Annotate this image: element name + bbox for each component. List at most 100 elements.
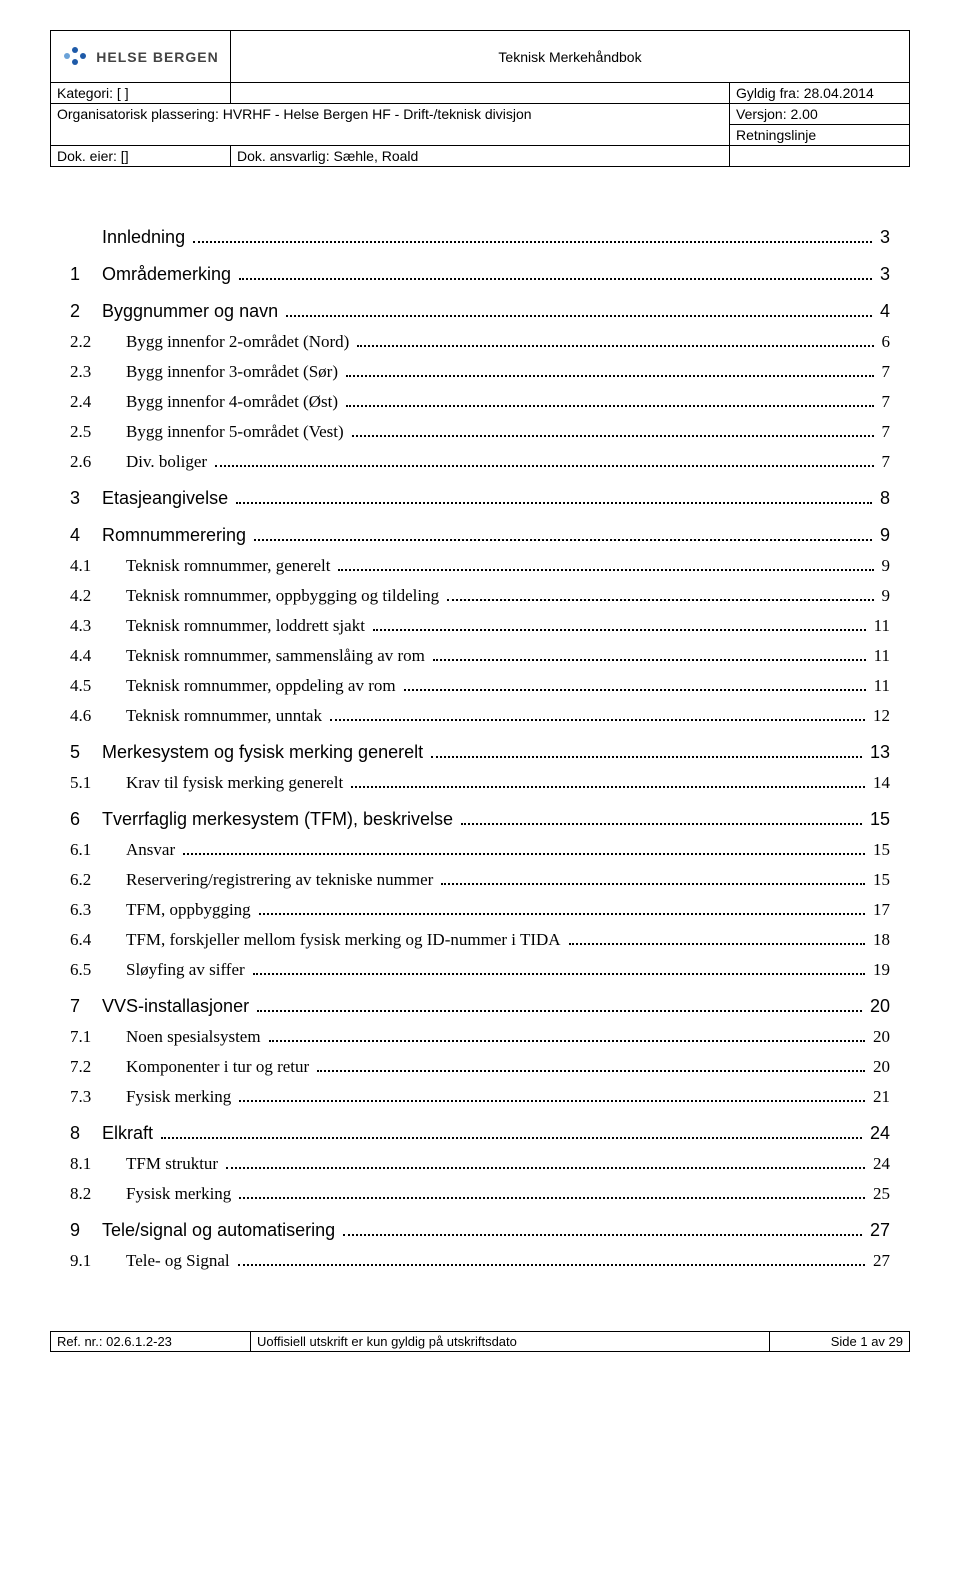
toc-number: 8.2 bbox=[70, 1184, 126, 1204]
toc-entry[interactable]: 6.5Sløyfing av siffer19 bbox=[70, 960, 890, 980]
toc-number: 8 bbox=[70, 1123, 102, 1144]
toc-label: Innledning bbox=[102, 227, 189, 248]
toc-entry[interactable]: 6.3TFM, oppbygging17 bbox=[70, 900, 890, 920]
toc-leader-dots bbox=[404, 677, 866, 691]
toc-page: 7 bbox=[878, 422, 891, 442]
toc-number: 4.6 bbox=[70, 706, 126, 726]
toc-label: Elkraft bbox=[102, 1123, 157, 1144]
toc-entry[interactable]: 2.4Bygg innenfor 4-området (Øst)7 bbox=[70, 392, 890, 412]
toc-entry[interactable]: 2.5Bygg innenfor 5-området (Vest)7 bbox=[70, 422, 890, 442]
toc-page: 27 bbox=[869, 1251, 890, 1271]
toc-entry[interactable]: 6Tverrfaglig merkesystem (TFM), beskrive… bbox=[70, 809, 890, 830]
toc-number: 4.1 bbox=[70, 556, 126, 576]
toc-entry[interactable]: 4Romnummerering9 bbox=[70, 525, 890, 546]
toc-entry[interactable]: 2.6Div. boliger7 bbox=[70, 452, 890, 472]
toc-label: Bygg innenfor 2-området (Nord) bbox=[126, 332, 353, 352]
toc-number: 7.1 bbox=[70, 1027, 126, 1047]
toc-number: 6 bbox=[70, 809, 102, 830]
toc-number: 2 bbox=[70, 301, 102, 322]
toc-entry[interactable]: 7VVS-installasjoner20 bbox=[70, 996, 890, 1017]
toc-entry[interactable]: 2.3Bygg innenfor 3-området (Sør)7 bbox=[70, 362, 890, 382]
toc-entry[interactable]: 6.4TFM, forskjeller mellom fysisk merkin… bbox=[70, 930, 890, 950]
toc-page: 3 bbox=[876, 264, 890, 285]
toc-label: Byggnummer og navn bbox=[102, 301, 282, 322]
toc-page: 19 bbox=[869, 960, 890, 980]
toc-leader-dots bbox=[254, 527, 872, 541]
toc-entry[interactable]: 4.3Teknisk romnummer, loddrett sjakt11 bbox=[70, 616, 890, 636]
toc-leader-dots bbox=[433, 647, 866, 661]
toc-label: Ansvar bbox=[126, 840, 179, 860]
toc-page: 11 bbox=[870, 616, 890, 636]
toc-entry[interactable]: 7.1Noen spesialsystem20 bbox=[70, 1027, 890, 1047]
toc-label: Teknisk romnummer, sammenslåing av rom bbox=[126, 646, 429, 666]
toc-entry[interactable]: 7.3Fysisk merking21 bbox=[70, 1087, 890, 1107]
toc-number: 5.1 bbox=[70, 773, 126, 793]
toc-label: Fysisk merking bbox=[126, 1087, 235, 1107]
toc-number: 5 bbox=[70, 742, 102, 763]
toc-label: Romnummerering bbox=[102, 525, 250, 546]
footer-mid: Uoffisiell utskrift er kun gyldig på uts… bbox=[251, 1332, 770, 1352]
toc-entry[interactable]: 9.1Tele- og Signal27 bbox=[70, 1251, 890, 1271]
toc-number: 7.3 bbox=[70, 1087, 126, 1107]
toc-label: VVS-installasjoner bbox=[102, 996, 253, 1017]
toc-leader-dots bbox=[461, 811, 862, 825]
toc-number: 3 bbox=[70, 488, 102, 509]
toc-entry[interactable]: 6.1Ansvar15 bbox=[70, 840, 890, 860]
toc-entry[interactable]: 8.2Fysisk merking25 bbox=[70, 1184, 890, 1204]
toc-entry[interactable]: 5.1Krav til fysisk merking generelt14 bbox=[70, 773, 890, 793]
toc-label: Tele/signal og automatisering bbox=[102, 1220, 339, 1241]
toc-label: Bygg innenfor 4-området (Øst) bbox=[126, 392, 342, 412]
toc-leader-dots bbox=[373, 617, 866, 631]
toc-number: 4.2 bbox=[70, 586, 126, 606]
logo-icon bbox=[62, 43, 90, 71]
toc-label: Reservering/registrering av tekniske num… bbox=[126, 870, 437, 890]
toc-entry[interactable]: 1Områdemerking3 bbox=[70, 264, 890, 285]
toc-page: 20 bbox=[869, 1057, 890, 1077]
meta-org: Organisatorisk plassering: HVRHF - Helse… bbox=[51, 104, 730, 146]
toc-leader-dots bbox=[193, 229, 872, 243]
toc-page: 7 bbox=[878, 362, 891, 382]
logo-cell: HELSE BERGEN bbox=[51, 31, 231, 83]
meta-spacer bbox=[231, 83, 730, 104]
toc-number: 2.6 bbox=[70, 452, 126, 472]
toc-entry[interactable]: 3Etasjeangivelse8 bbox=[70, 488, 890, 509]
toc-entry[interactable]: 4.4Teknisk romnummer, sammenslåing av ro… bbox=[70, 646, 890, 666]
toc-entry[interactable]: 8Elkraft 24 bbox=[70, 1123, 890, 1144]
toc-entry[interactable]: 4.5Teknisk romnummer, oppdeling av rom11 bbox=[70, 676, 890, 696]
toc-leader-dots bbox=[239, 266, 872, 280]
toc-leader-dots bbox=[236, 490, 872, 504]
toc-entry[interactable]: 6.2Reservering/registrering av tekniske … bbox=[70, 870, 890, 890]
toc-entry[interactable]: 7.2Komponenter i tur og retur20 bbox=[70, 1057, 890, 1077]
document-footer: Ref. nr.: 02.6.1.2-23 Uoffisiell utskrif… bbox=[50, 1331, 910, 1352]
toc-entry[interactable]: 2.2Bygg innenfor 2-området (Nord)6 bbox=[70, 332, 890, 352]
toc-number: 4 bbox=[70, 525, 102, 546]
toc-page: 7 bbox=[878, 452, 891, 472]
table-of-contents: Innledning31Områdemerking32Byggnummer og… bbox=[50, 227, 910, 1271]
toc-page: 17 bbox=[869, 900, 890, 920]
toc-entry[interactable]: Innledning3 bbox=[70, 227, 890, 248]
toc-number: 6.3 bbox=[70, 900, 126, 920]
toc-leader-dots bbox=[226, 1155, 865, 1169]
toc-number: 4.4 bbox=[70, 646, 126, 666]
toc-label: Teknisk romnummer, loddrett sjakt bbox=[126, 616, 369, 636]
toc-page: 24 bbox=[866, 1123, 890, 1144]
toc-leader-dots bbox=[351, 774, 865, 788]
toc-leader-dots bbox=[346, 393, 874, 407]
toc-entry[interactable]: 8.1TFM struktur24 bbox=[70, 1154, 890, 1174]
meta-eier: Dok. eier: [] bbox=[51, 146, 231, 167]
toc-label: Områdemerking bbox=[102, 264, 235, 285]
toc-page: 4 bbox=[876, 301, 890, 322]
toc-entry[interactable]: 5Merkesystem og fysisk merking generelt1… bbox=[70, 742, 890, 763]
toc-label: Krav til fysisk merking generelt bbox=[126, 773, 347, 793]
toc-entry[interactable]: 4.6Teknisk romnummer, unntak12 bbox=[70, 706, 890, 726]
meta-retn: Retningslinje bbox=[730, 125, 910, 146]
toc-label: Bygg innenfor 3-området (Sør) bbox=[126, 362, 342, 382]
toc-entry[interactable]: 4.2Teknisk romnummer, oppbygging og tild… bbox=[70, 586, 890, 606]
meta-versjon: Versjon: 2.00 bbox=[730, 104, 910, 125]
toc-label: Teknisk romnummer, generelt bbox=[126, 556, 334, 576]
toc-number: 6.5 bbox=[70, 960, 126, 980]
toc-number: 4.5 bbox=[70, 676, 126, 696]
toc-entry[interactable]: 2Byggnummer og navn 4 bbox=[70, 301, 890, 322]
toc-entry[interactable]: 9Tele/signal og automatisering27 bbox=[70, 1220, 890, 1241]
toc-entry[interactable]: 4.1Teknisk romnummer, generelt9 bbox=[70, 556, 890, 576]
